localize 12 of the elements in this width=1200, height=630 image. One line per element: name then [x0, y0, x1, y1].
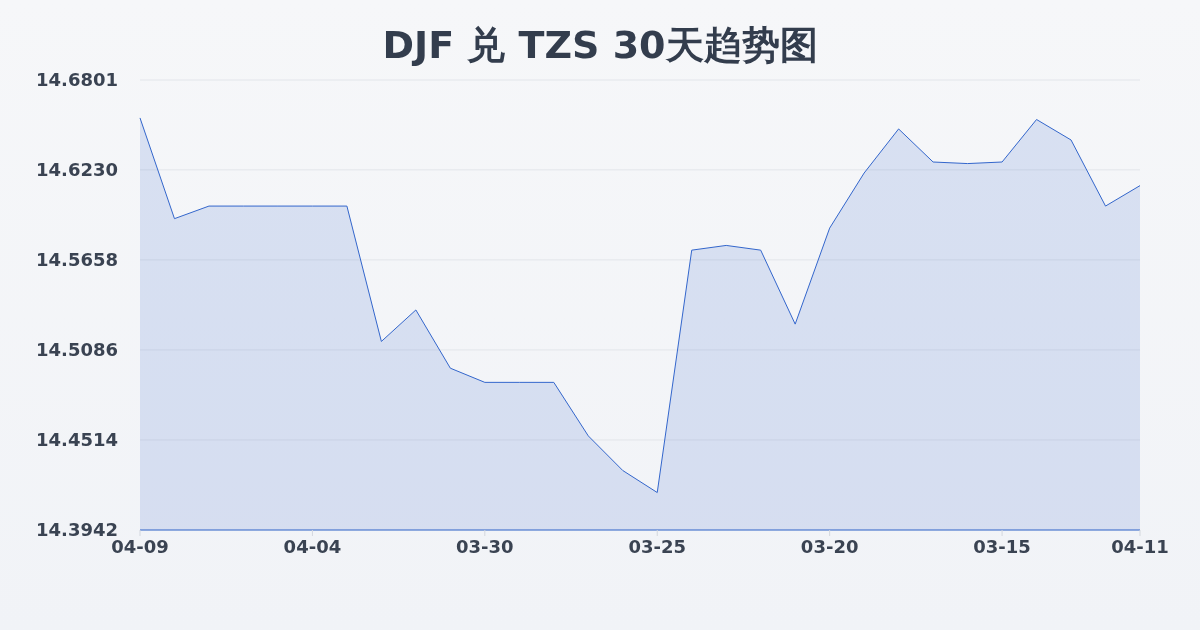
x-tick-label: 03-25 [628, 535, 687, 557]
y-tick-label: 14.6801 [36, 69, 118, 91]
x-tick-label: 03-30 [456, 535, 514, 557]
chart-title: DJF 兑 TZS 30天趋势图 [382, 23, 818, 67]
y-tick-label: 14.4514 [36, 429, 118, 451]
x-tick-label: 03-20 [800, 535, 859, 557]
x-tick-label: 04-04 [283, 535, 342, 557]
y-tick-label: 14.6230 [36, 159, 118, 181]
x-tick-label: 04-11 [1111, 535, 1169, 557]
y-tick-label: 14.5658 [36, 249, 118, 271]
x-tick-label: 03-15 [973, 535, 1031, 557]
y-tick-label: 14.5086 [36, 339, 118, 361]
